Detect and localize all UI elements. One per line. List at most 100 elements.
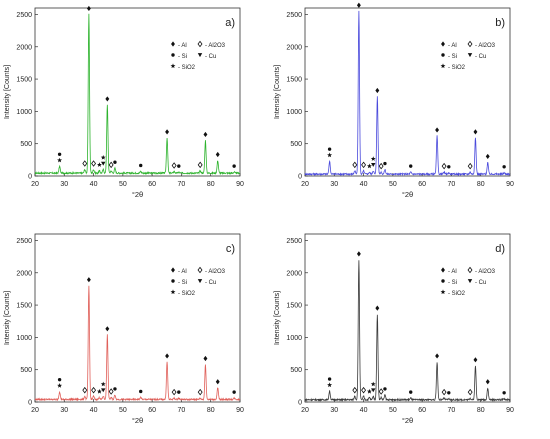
peak-marker-circle bbox=[139, 389, 143, 394]
legend-label: - Al2O3 bbox=[205, 269, 226, 275]
peak-marker-circle bbox=[383, 387, 387, 391]
peak-marker-star bbox=[96, 388, 102, 394]
legend-label: - Al2O3 bbox=[475, 43, 496, 49]
x-tick-label: 20 bbox=[31, 407, 39, 414]
xrd-trace bbox=[304, 10, 511, 177]
peak-marker-circle bbox=[502, 391, 506, 395]
legend-symbol-star bbox=[170, 63, 176, 69]
peak-marker-star bbox=[96, 162, 102, 167]
x-tick-label: 40 bbox=[360, 181, 368, 188]
peak-marker-circle bbox=[177, 390, 181, 394]
legend-symbol-star bbox=[440, 63, 446, 69]
panel-label: b) bbox=[495, 17, 505, 29]
peak-marker-diamond-open bbox=[352, 161, 358, 169]
legend-symbol-circle bbox=[171, 53, 175, 57]
legend-label: - SiO2 bbox=[448, 291, 466, 297]
peak-marker-diamond-open bbox=[197, 161, 203, 169]
peak-marker-star bbox=[100, 154, 106, 160]
xrd-trace bbox=[34, 13, 241, 176]
peak-marker-circle bbox=[113, 160, 117, 164]
legend-symbol-star bbox=[440, 289, 446, 295]
xrd-panel-b: 20 30 40 50 60 70 80 90 0 500 1000 1500 2000 2500 °2θ I… bbox=[274, 2, 514, 199]
peak-marker-diamond-open bbox=[91, 160, 97, 167]
x-tick-label: 80 bbox=[207, 181, 215, 188]
peak-marker-diamond bbox=[473, 357, 478, 363]
y-tick-label: 1000 bbox=[286, 335, 302, 342]
x-tick-label: 60 bbox=[148, 181, 156, 188]
x-tick-label: 80 bbox=[207, 407, 215, 414]
peak-marker-circle bbox=[502, 165, 506, 169]
y-tick-label: 0 bbox=[28, 174, 32, 181]
peak-marker-diamond bbox=[356, 2, 361, 8]
peak-marker-circle bbox=[327, 147, 332, 151]
peak-marker-star bbox=[57, 383, 63, 388]
x-tick-label: 30 bbox=[60, 407, 68, 414]
x-tick-label: 90 bbox=[236, 181, 244, 188]
peak-marker-circle bbox=[113, 387, 117, 391]
legend-symbol-triangle-down bbox=[197, 53, 203, 58]
peak-marker-circle bbox=[383, 161, 387, 166]
y-axis-label: Intensity [Counts] bbox=[4, 65, 11, 119]
peak-marker-diamond bbox=[375, 305, 380, 311]
legend-label: - Si bbox=[178, 54, 187, 60]
peak-marker-circle bbox=[232, 164, 236, 168]
plot-frame bbox=[304, 7, 511, 177]
y-tick-label: 0 bbox=[298, 174, 302, 181]
legend-symbol-diamond bbox=[441, 267, 445, 273]
xrd-panel-a: 20 30 40 50 60 70 80 90 0 500 1000 1500 2000 2500 °2θ I… bbox=[4, 5, 244, 199]
peak-marker-diamond bbox=[165, 129, 170, 135]
peak-marker-diamond-open bbox=[361, 161, 367, 169]
x-tick-label: 30 bbox=[60, 181, 68, 188]
y-tick-label: 1000 bbox=[16, 109, 32, 116]
peak-marker-diamond bbox=[215, 379, 220, 385]
peak-marker-star bbox=[370, 156, 376, 161]
peak-marker-diamond bbox=[356, 251, 361, 257]
x-tick-label: 40 bbox=[90, 407, 98, 414]
peak-marker-circle bbox=[409, 164, 413, 168]
y-tick-label: 2500 bbox=[16, 12, 32, 19]
peak-marker-diamond bbox=[165, 353, 170, 359]
legend-label: - Si bbox=[448, 280, 457, 286]
y-tick-label: 0 bbox=[298, 400, 302, 407]
x-tick-label: 50 bbox=[389, 407, 397, 414]
peak-marker-diamond bbox=[105, 326, 110, 332]
x-tick-label: 70 bbox=[448, 407, 456, 414]
legend-symbol-star bbox=[170, 289, 176, 295]
y-tick-label: 0 bbox=[28, 400, 32, 407]
x-tick-label: 20 bbox=[301, 407, 309, 414]
y-tick-label: 2000 bbox=[286, 44, 302, 51]
x-tick-label: 30 bbox=[330, 407, 338, 414]
peak-marker-diamond-open bbox=[108, 161, 114, 169]
x-tick-label: 30 bbox=[330, 181, 338, 188]
peak-marker-circle bbox=[327, 377, 332, 381]
legend-label: - Si bbox=[178, 280, 187, 286]
x-tick-label: 40 bbox=[360, 407, 368, 414]
legend-label: - Al bbox=[448, 43, 457, 49]
peak-marker-diamond bbox=[86, 5, 91, 12]
peak-marker-triangle-down bbox=[101, 388, 106, 393]
peak-marker-diamond-open bbox=[82, 160, 88, 167]
peak-marker-circle bbox=[57, 152, 62, 156]
legend-label: - SiO2 bbox=[448, 65, 466, 71]
peak-marker-diamond-open bbox=[108, 388, 114, 395]
x-tick-label: 80 bbox=[477, 407, 485, 414]
peak-marker-diamond-open bbox=[197, 388, 203, 396]
peak-marker-diamond bbox=[485, 153, 490, 160]
x-tick-label: 40 bbox=[90, 181, 98, 188]
peak-marker-diamond-open bbox=[441, 162, 447, 170]
y-tick-label: 2000 bbox=[16, 44, 32, 51]
peak-marker-star bbox=[366, 163, 372, 169]
peak-marker-diamond-open bbox=[467, 388, 473, 396]
peak-marker-star bbox=[370, 381, 376, 387]
xrd-panel-d: 20 30 40 50 60 70 80 90 0 500 1000 1500 2000 2500 °2θ I… bbox=[274, 233, 514, 425]
y-tick-label: 2000 bbox=[286, 270, 302, 277]
x-tick-label: 90 bbox=[506, 407, 514, 414]
y-axis-label: Intensity [Counts] bbox=[274, 291, 281, 345]
y-tick-label: 1000 bbox=[286, 109, 302, 116]
y-tick-label: 1000 bbox=[16, 335, 32, 342]
legend-symbol-triangle-down bbox=[467, 279, 473, 284]
y-tick-label: 1500 bbox=[16, 303, 32, 310]
legend-label: - Al2O3 bbox=[475, 269, 496, 275]
plot-frame bbox=[34, 7, 241, 177]
